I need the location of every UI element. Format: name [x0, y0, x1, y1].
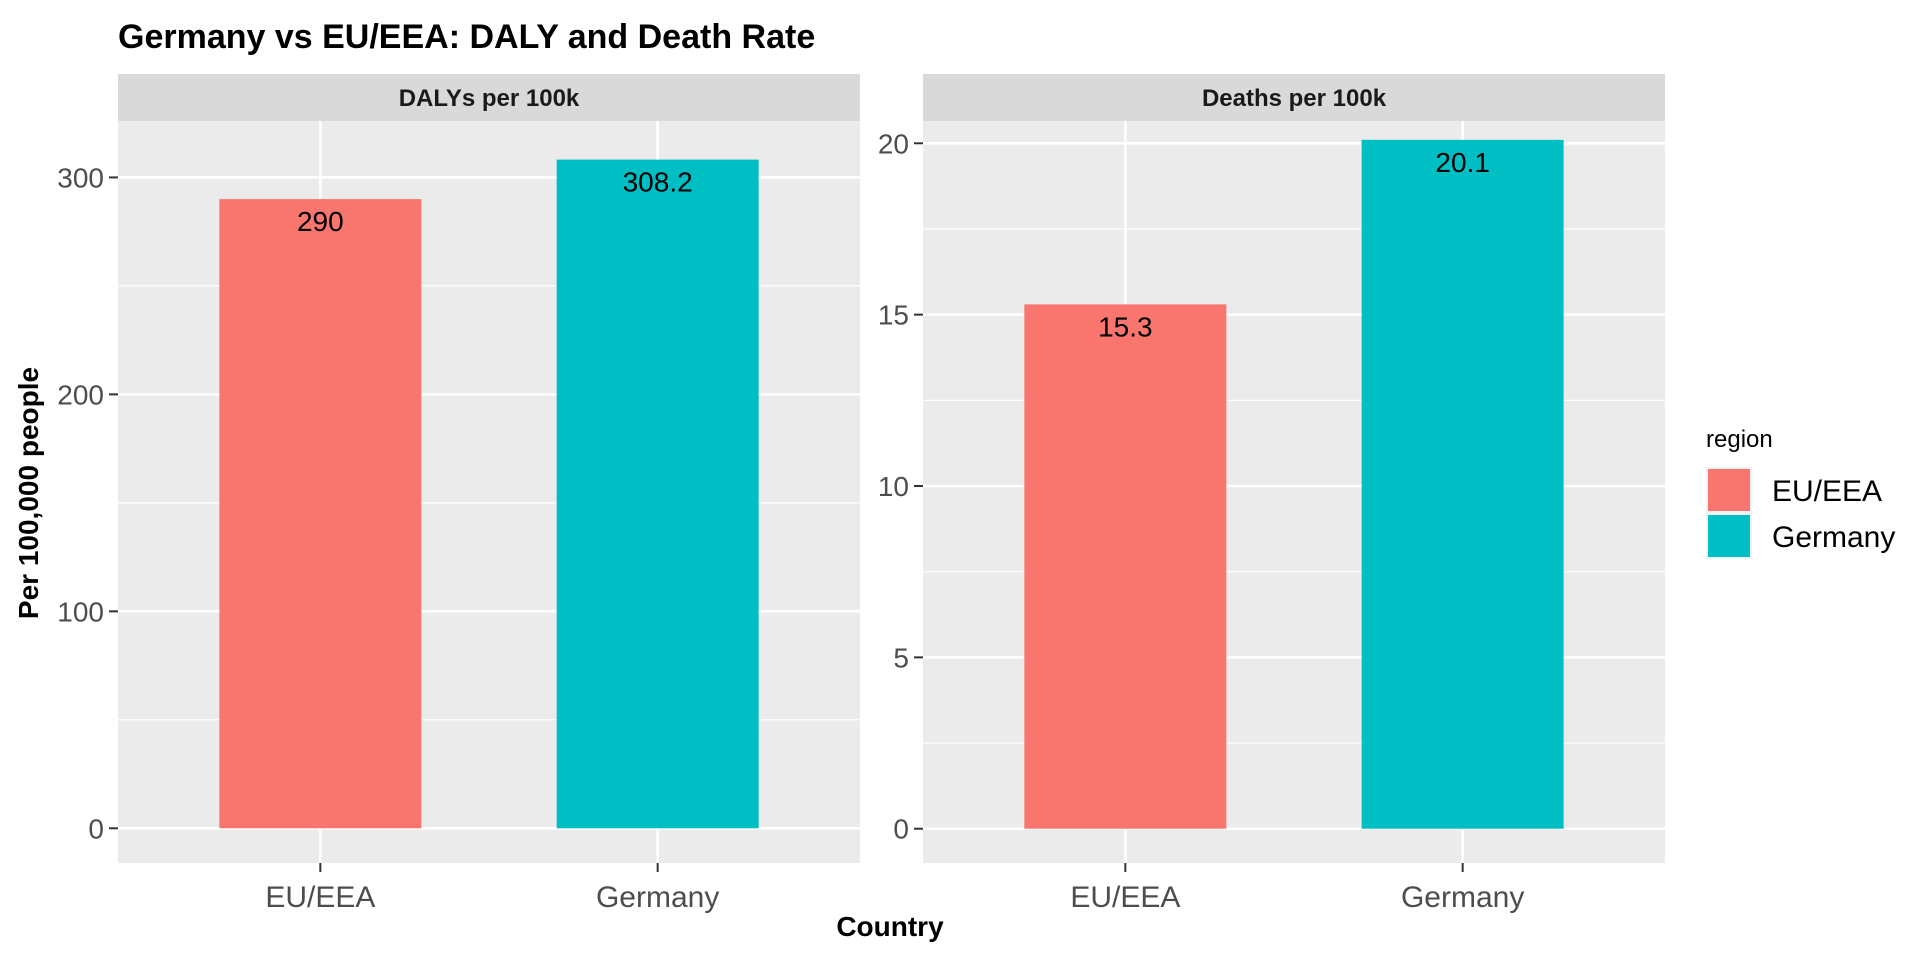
y-tick-label: 100: [57, 596, 104, 627]
facet-panel-2: Deaths per 100k 0 5 10 15 20 15.3 EU/EEA 20.1 Ger…: [878, 74, 1665, 914]
facet-strip-label: DALYs per 100k: [399, 85, 580, 112]
bar-eu-eea: [219, 199, 422, 829]
x-tick-label: Germany: [596, 881, 719, 914]
facet-strip: [923, 74, 1665, 121]
chart-title: Germany vs EU/EEA: DALY and Death Rate: [118, 18, 815, 56]
bar-value-label: 15.3: [1098, 311, 1153, 342]
legend-entry-label: EU/EEA: [1772, 475, 1882, 508]
bar-eu-eea: [1024, 304, 1227, 829]
x-axis-title: Country: [836, 911, 944, 942]
y-tick-label: 10: [878, 471, 909, 502]
x-tick-label: EU/EEA: [265, 881, 375, 914]
y-tick-label: 300: [57, 162, 104, 193]
facet-strip: [118, 74, 860, 121]
x-tick-label: Germany: [1401, 881, 1524, 914]
bar-value-label: 20.1: [1435, 147, 1490, 178]
legend-title: region: [1706, 426, 1773, 453]
bar-germany: [556, 159, 759, 829]
bar-value-label: 308.2: [623, 167, 693, 198]
legend-entry-label: Germany: [1772, 521, 1895, 554]
y-tick-label: 200: [57, 379, 104, 410]
y-tick-label: 0: [893, 814, 909, 845]
legend-key-swatch: [1708, 515, 1750, 557]
facet-panel-1: DALYs per 100k 0 100 200 300 290 EU/EEA 308.2 Ge…: [57, 74, 860, 914]
legend-key-swatch: [1708, 469, 1750, 511]
x-tick-label: EU/EEA: [1070, 881, 1180, 914]
y-tick-label: 20: [878, 128, 909, 159]
y-axis-title: Per 100,000 people: [13, 367, 44, 619]
bar-value-label: 290: [297, 206, 344, 237]
facet-panels: DALYs per 100k0100200300290EU/EEA308.2Ge…: [57, 74, 1665, 914]
bar-germany: [1361, 139, 1564, 829]
y-tick-label: 5: [893, 642, 909, 673]
y-tick-label: 15: [878, 300, 909, 331]
legend: region EU/EEA Germany: [1706, 426, 1895, 559]
facet-strip-label: Deaths per 100k: [1202, 85, 1387, 112]
y-tick-label: 0: [88, 813, 104, 844]
